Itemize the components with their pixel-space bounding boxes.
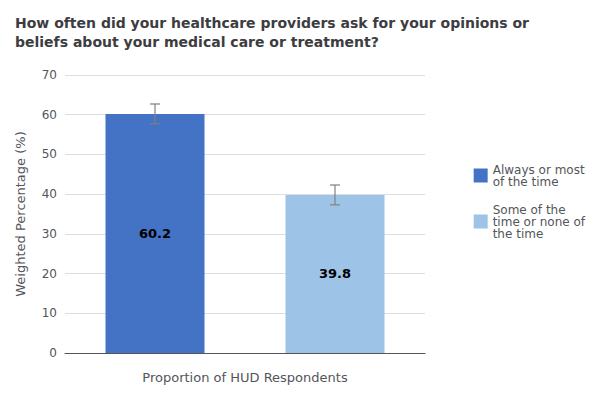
svg-text:time or none of: time or none of <box>492 214 585 229</box>
svg-text:of the time: of the time <box>493 175 559 189</box>
svg-text:39.8: 39.8 <box>319 266 351 281</box>
svg-text:10: 10 <box>42 306 57 320</box>
svg-text:50: 50 <box>42 147 57 161</box>
svg-text:the time: the time <box>493 227 544 241</box>
svg-text:Always or most: Always or most <box>492 162 585 177</box>
svg-text:60: 60 <box>42 108 57 122</box>
svg-text:Weighted Percentage (%): Weighted Percentage (%) <box>13 131 28 296</box>
svg-text:How often did your healthcare: How often did your healthcare providers … <box>15 15 529 31</box>
svg-text:20: 20 <box>42 267 57 281</box>
svg-text:60.2: 60.2 <box>139 226 171 241</box>
svg-text:Proportion of HUD Respondents: Proportion of HUD Respondents <box>142 370 348 385</box>
svg-text:Some of the: Some of the <box>492 202 566 217</box>
svg-text:beliefs about your medical car: beliefs about your medical care or treat… <box>15 34 379 50</box>
svg-text:30: 30 <box>42 227 57 241</box>
svg-text:70: 70 <box>42 68 57 82</box>
svg-text:0: 0 <box>49 346 57 360</box>
svg-text:40: 40 <box>42 187 57 201</box>
